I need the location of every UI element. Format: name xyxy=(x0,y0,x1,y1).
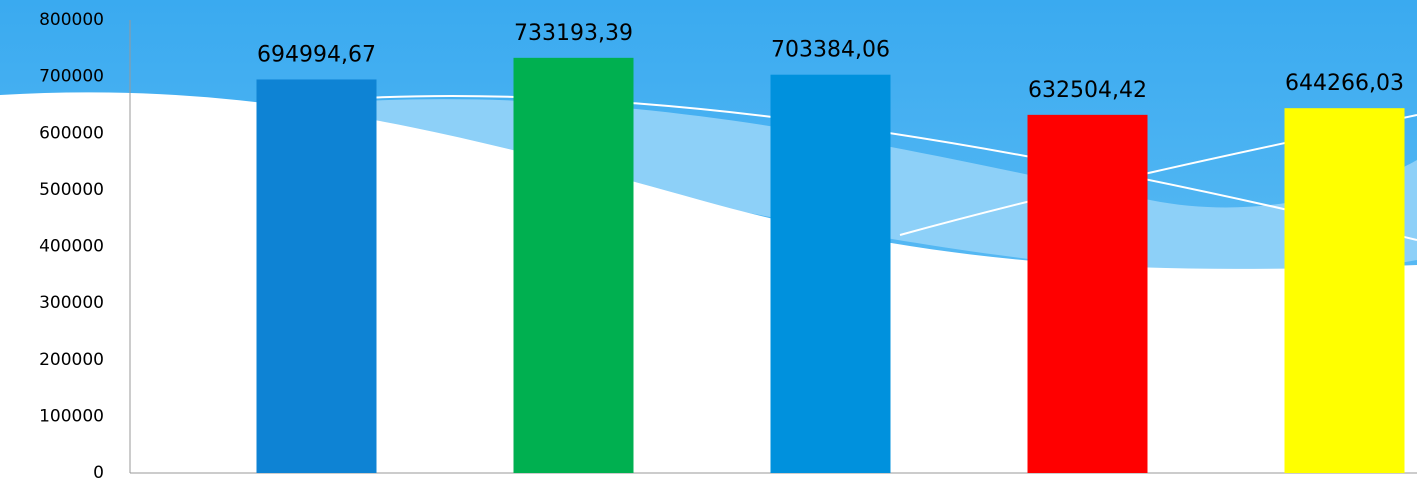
y-tick-label: 800000 xyxy=(39,10,104,30)
y-tick-label: 100000 xyxy=(39,406,104,426)
bar xyxy=(771,75,891,473)
bar xyxy=(1285,108,1405,473)
bar xyxy=(1028,115,1148,473)
y-tick-label: 300000 xyxy=(39,293,104,313)
background xyxy=(0,0,1417,480)
value-label: 632504,42 xyxy=(1028,78,1147,103)
page: {"chart_data": {"type": "bar", "categori… xyxy=(0,0,1417,480)
value-label: 703384,06 xyxy=(771,38,890,63)
value-label: 694994,67 xyxy=(257,42,376,67)
chart: 0 100000 200000 300000 400000 500000 600000 700… xyxy=(0,0,1417,480)
y-tick-label: 500000 xyxy=(39,180,104,200)
y-tick-label: 400000 xyxy=(39,237,104,257)
y-tick-label: 0 xyxy=(93,463,104,480)
bar xyxy=(257,79,377,473)
value-label: 733193,39 xyxy=(514,21,633,46)
y-tick-label: 200000 xyxy=(39,350,104,370)
value-label: 644266,03 xyxy=(1285,71,1404,96)
y-tick-label: 600000 xyxy=(39,123,104,143)
y-tick-label: 700000 xyxy=(39,67,104,87)
bar xyxy=(514,58,634,473)
